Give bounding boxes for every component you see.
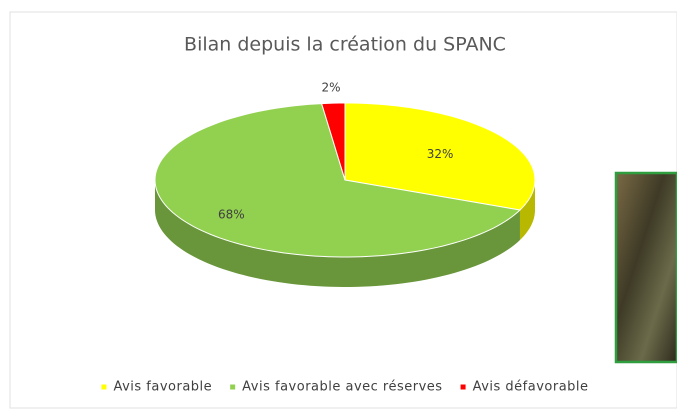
legend-label: Avis défavorable: [473, 380, 589, 395]
data-label: 32%: [427, 147, 454, 161]
data-label: 68%: [218, 207, 245, 221]
legend-marker: [101, 384, 107, 390]
slice: [344, 102, 536, 211]
legend: Avis favorable Avis favorable avec réserv…: [101, 380, 588, 395]
slice: [320, 102, 346, 181]
pie: 32% 68% 2%: [154, 80, 536, 287]
legend-label: Avis favorable: [113, 380, 212, 395]
slice: [154, 103, 522, 258]
slice-side: [155, 180, 520, 287]
data-label: 2%: [321, 80, 340, 94]
chart-title: Bilan depuis la création du SPANC: [184, 34, 506, 56]
slice-side: [519, 180, 535, 241]
photo-thumbnail: [614, 171, 677, 364]
legend-marker: [460, 384, 466, 390]
legend-marker: [230, 384, 236, 390]
legend-label: Avis favorable avec réserves: [242, 380, 442, 395]
